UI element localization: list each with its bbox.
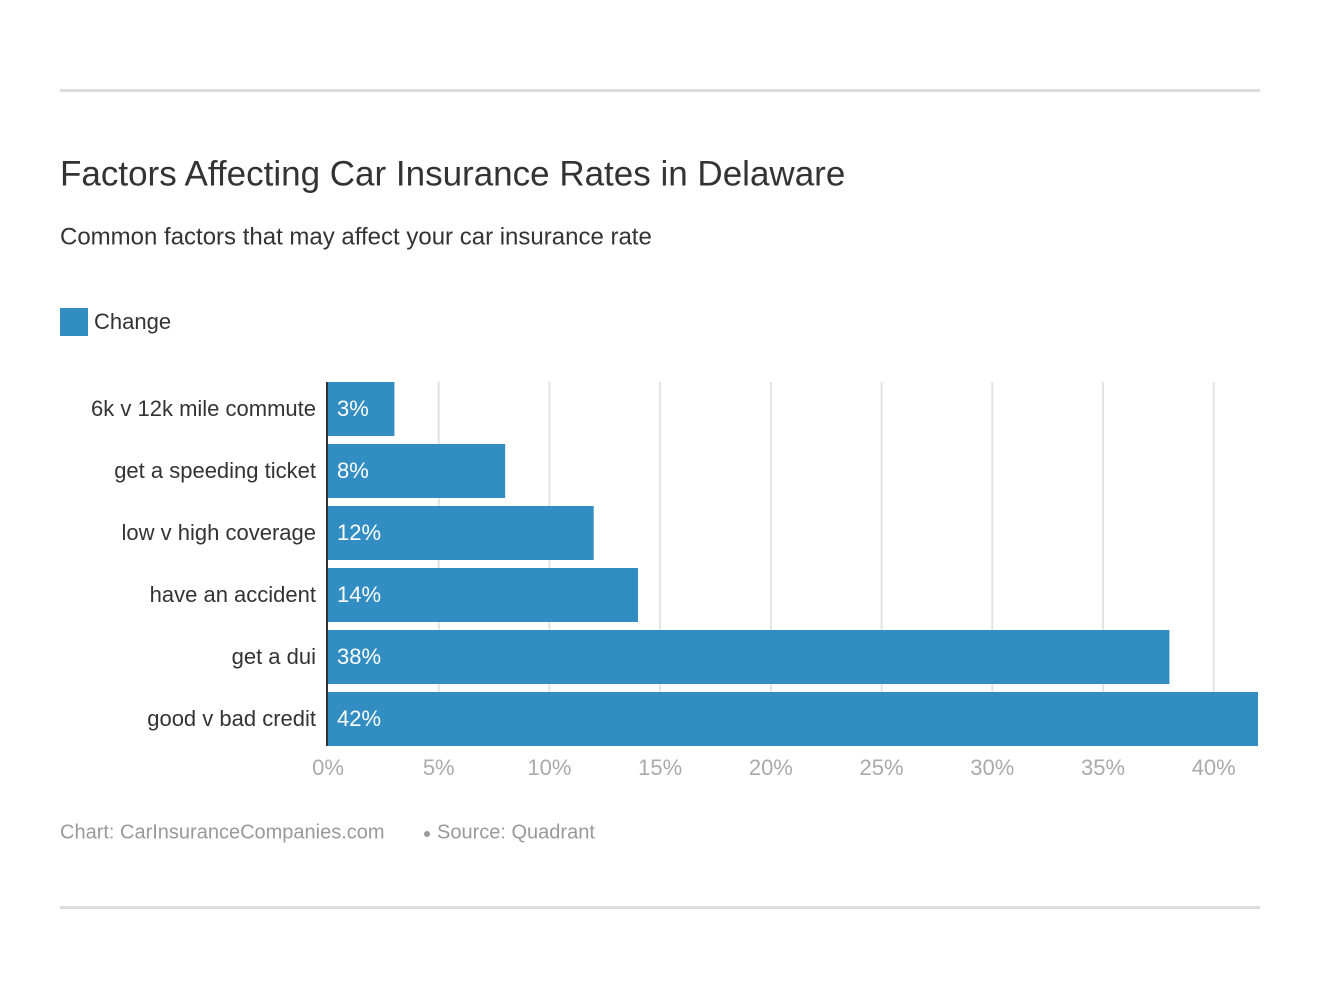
legend-label: Change (94, 309, 171, 334)
value-label: 3% (337, 396, 369, 421)
bar (328, 692, 1258, 746)
y-tick-label: get a speeding ticket (114, 458, 316, 483)
x-tick-label: 20% (749, 755, 793, 780)
bar (328, 444, 506, 498)
value-label: 12% (337, 520, 381, 545)
chart-subtitle: Common factors that may affect your car … (60, 223, 652, 250)
top-rule (60, 89, 1260, 92)
y-tick-label: 6k v 12k mile commute (91, 396, 316, 421)
y-tick-label: get a dui (232, 644, 316, 669)
bar (328, 630, 1170, 684)
x-tick-label: 30% (970, 755, 1014, 780)
x-tick-label: 10% (527, 755, 571, 780)
legend-swatch (60, 308, 88, 336)
value-label: 14% (337, 582, 381, 607)
x-tick-label: 5% (423, 755, 455, 780)
x-tick-label: 40% (1192, 755, 1236, 780)
chart-title: Factors Affecting Car Insurance Rates in… (60, 154, 845, 193)
bottom-rule (60, 906, 1260, 909)
bar (328, 568, 638, 622)
x-tick-label: 25% (860, 755, 904, 780)
value-label: 42% (337, 706, 381, 731)
value-label: 38% (337, 644, 381, 669)
x-tick-label: 35% (1081, 755, 1125, 780)
credit: Chart: CarInsuranceCompanies.com (60, 821, 385, 843)
y-tick-label: low v high coverage (122, 520, 316, 545)
bar (328, 506, 594, 560)
separator-dot (424, 831, 430, 837)
value-label: 8% (337, 458, 369, 483)
source: Source: Quadrant (437, 821, 595, 843)
x-tick-label: 0% (312, 755, 344, 780)
bar (328, 382, 395, 436)
y-tick-label: have an accident (150, 582, 316, 607)
y-tick-label: good v bad credit (147, 706, 316, 731)
x-tick-label: 15% (638, 755, 682, 780)
